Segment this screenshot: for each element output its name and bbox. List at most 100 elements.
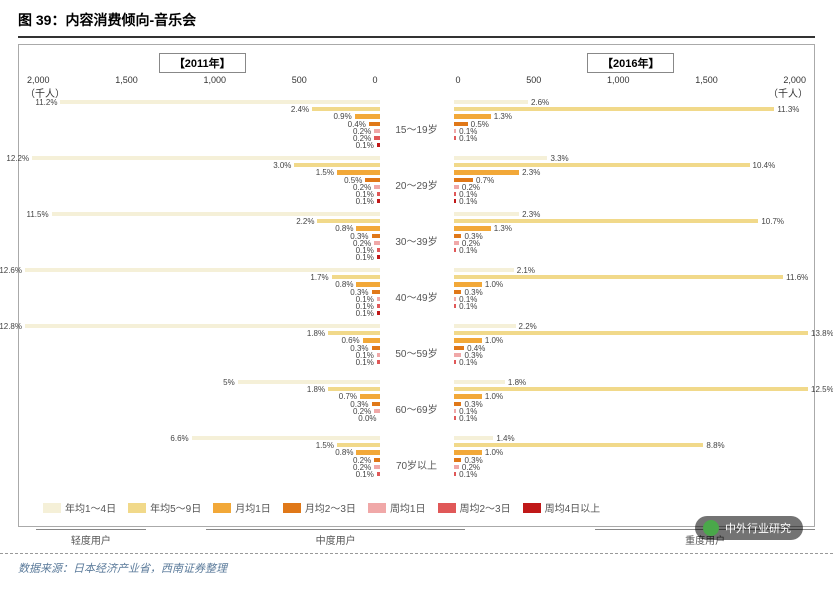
legend-item: 周均2～3日 — [438, 500, 511, 515]
bar — [372, 234, 380, 238]
age-label: 70岁以上 — [380, 436, 454, 492]
bar-value-label: 0.1% — [459, 198, 477, 206]
bar — [377, 199, 380, 203]
age-group-row: 12.6%1.7%0.8%0.3%0.1%0.1%0.1%40～49岁2.1%1… — [25, 268, 808, 324]
bar — [372, 290, 380, 294]
bar — [372, 346, 380, 350]
bar — [454, 100, 528, 104]
bar-value-label: 8.8% — [706, 442, 724, 450]
axis-ticks-left: 2,0001,5001,0005000 — [25, 75, 380, 85]
bar — [454, 241, 459, 245]
bar — [454, 107, 775, 111]
age-group-row: 5%1.8%0.7%0.3%0.2%0.0%60～69岁1.8%12.5%1.0… — [25, 380, 808, 436]
bar — [374, 465, 379, 469]
bar-value-label: 2.4% — [291, 106, 309, 114]
bar — [328, 331, 379, 335]
legend-label: 月均2～3日 — [305, 500, 356, 515]
bar-value-label: 12.2% — [6, 155, 29, 163]
bar — [52, 212, 380, 216]
bar-value-label: 0.1% — [459, 415, 477, 423]
bar — [377, 353, 380, 357]
legend-label: 周均1日 — [390, 500, 426, 515]
bar — [454, 212, 520, 216]
bar — [454, 360, 457, 364]
bar-value-label: 6.6% — [170, 435, 188, 443]
legend-label: 月均1日 — [235, 500, 271, 515]
bar — [337, 170, 380, 174]
bar — [377, 304, 380, 308]
bar — [356, 282, 379, 286]
age-group-row: 12.8%1.8%0.6%0.3%0.1%0.1%50～59岁2.2%13.8%… — [25, 324, 808, 380]
bar — [294, 163, 379, 167]
bar-value-label: 0.0% — [358, 415, 376, 423]
bar — [355, 114, 380, 118]
bar — [192, 436, 380, 440]
bar — [454, 465, 459, 469]
bar — [374, 241, 379, 245]
watermark-badge: 中外行业研究 — [695, 516, 803, 540]
bar — [374, 136, 379, 140]
bar — [454, 178, 473, 182]
bar — [377, 255, 380, 259]
bar — [377, 472, 380, 476]
bar — [454, 282, 482, 286]
bar — [454, 297, 457, 301]
bar — [377, 311, 380, 315]
bar-value-label: 11.5% — [27, 211, 49, 219]
bar-value-label: 0.1% — [459, 359, 477, 367]
bar — [454, 122, 468, 126]
bar-value-label: 1.0% — [485, 393, 503, 401]
bar-value-label: 13.8% — [811, 330, 833, 338]
bar-value-label: 1.8% — [307, 330, 325, 338]
legend: 年均1～4日年均5～9日月均1日月均2～3日周均1日周均2～3日周均4日以上 — [43, 500, 790, 516]
bar — [377, 192, 380, 196]
figure-title: 图 39：内容消费倾向-音乐会 — [0, 0, 833, 36]
bar-value-label: 0.8% — [335, 449, 353, 457]
bar — [454, 458, 462, 462]
legend-item: 年均5～9日 — [128, 500, 201, 515]
age-group-row: 11.5%2.2%0.8%0.3%0.2%0.1%0.1%30～39岁2.3%1… — [25, 212, 808, 268]
bar-value-label: 11.3% — [777, 106, 799, 114]
bar — [454, 248, 457, 252]
bar — [454, 185, 459, 189]
bar-value-label: 0.1% — [356, 359, 374, 367]
bar — [454, 416, 457, 420]
bar — [356, 450, 379, 454]
legend-swatch — [43, 503, 61, 513]
bar-value-label: 11.2% — [35, 99, 57, 107]
bar-value-label: 1.4% — [496, 435, 514, 443]
bar-value-label: 1.5% — [316, 442, 334, 450]
bar-value-label: 0.1% — [356, 471, 374, 479]
bar-value-label: 0.1% — [356, 254, 374, 262]
age-label: 15～19岁 — [380, 100, 454, 156]
bar — [454, 170, 520, 174]
bar — [238, 380, 380, 384]
bar — [454, 380, 505, 384]
bar-value-label: 1.5% — [316, 169, 334, 177]
bar-value-label: 0.1% — [459, 471, 477, 479]
bar — [337, 443, 380, 447]
bar — [312, 107, 379, 111]
bar — [356, 226, 379, 230]
bar — [454, 353, 462, 357]
bar-value-label: 1.8% — [307, 386, 325, 394]
bar — [454, 156, 548, 160]
bar — [369, 122, 380, 126]
age-label: 30～39岁 — [380, 212, 454, 268]
bar — [454, 199, 457, 203]
unit-right: （千人） — [768, 85, 808, 100]
age-group-row: 6.6%1.5%0.8%0.2%0.2%0.1%70岁以上1.4%8.8%1.0… — [25, 436, 808, 492]
bar — [328, 387, 379, 391]
axis-ticks-right: 05001,0001,5002,000 — [454, 75, 809, 85]
legend-swatch — [523, 503, 541, 513]
legend-label: 周均4日以上 — [545, 500, 601, 515]
bar — [454, 394, 482, 398]
bar-value-label: 1.3% — [494, 113, 512, 121]
year-header-left: 【2011年】 — [159, 53, 246, 73]
bar — [365, 178, 379, 182]
source-line: 数据来源：日本经济产业省，西南证券整理 — [0, 553, 833, 582]
bar-value-label: 1.3% — [494, 225, 512, 233]
legend-swatch — [128, 503, 146, 513]
bar-value-label: 1.7% — [310, 274, 328, 282]
chart-container: 【2011年】 【2016年】 2,0001,5001,0005000 0500… — [18, 44, 815, 527]
